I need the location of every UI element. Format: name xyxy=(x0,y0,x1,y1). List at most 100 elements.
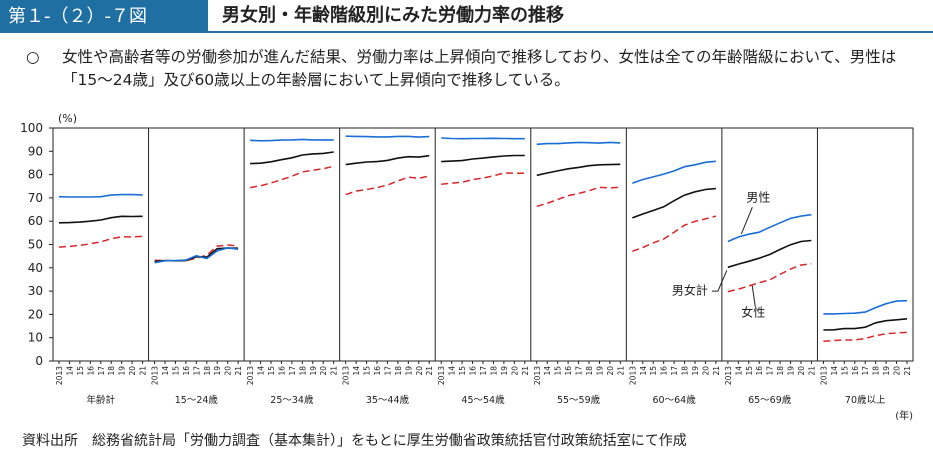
x-tick-label: 20 xyxy=(415,366,424,376)
x-tick-label: 2013 xyxy=(819,366,828,385)
panel-label: 55～59歳 xyxy=(557,394,601,406)
x-tick-label: 15 xyxy=(171,366,180,376)
x-tick-label: 16 xyxy=(277,366,286,376)
y-tick-label: 10 xyxy=(28,331,43,345)
y-unit-label: (%) xyxy=(58,112,77,125)
female-line xyxy=(58,235,143,248)
x-tick-label: 19 xyxy=(404,366,413,376)
x-tick-label: 17 xyxy=(670,366,679,376)
panel-label: 25～34歳 xyxy=(270,394,314,406)
x-tick-label: 14 xyxy=(257,366,266,376)
x-tick-label: 2013 xyxy=(342,366,351,385)
total-line xyxy=(250,151,334,165)
female-annotation: 女性 xyxy=(741,305,765,320)
x-tick-label: 15 xyxy=(267,366,276,376)
total-line xyxy=(345,154,430,166)
figure-number: 第１-（２）-７図 xyxy=(0,0,208,33)
x-tick-label: 19 xyxy=(882,366,891,376)
bullet-circle-icon: ○ xyxy=(26,48,40,66)
total-annotation-leader xyxy=(711,270,728,292)
total-line xyxy=(154,247,239,263)
x-tick-label: 2013 xyxy=(246,366,255,385)
x-tick-label: 21 xyxy=(903,366,912,376)
x-tick-label: 20 xyxy=(510,366,519,376)
summary-paragraph: ○ 女性や高齢者等の労働参加が進んだ結果、労働力率は上昇傾向で推移しており、女性… xyxy=(26,46,921,92)
male-line xyxy=(823,299,908,315)
male-line xyxy=(154,246,239,264)
female-line xyxy=(441,172,525,185)
x-tick-label: 18 xyxy=(585,366,594,376)
x-tick-label: 18 xyxy=(107,366,116,376)
x-tick-label: 21 xyxy=(330,366,339,376)
x-tick-label: 17 xyxy=(288,366,297,376)
x-tick-label: 16 xyxy=(660,366,669,376)
x-tick-label: 2013 xyxy=(151,366,160,385)
female-line xyxy=(536,186,621,208)
female-line xyxy=(823,331,908,342)
panel-label: 年齢計 xyxy=(87,394,116,406)
total-line xyxy=(441,154,525,163)
x-tick-label: 15 xyxy=(458,366,467,376)
x-tick-label: 20 xyxy=(701,366,710,376)
y-tick-label: 70 xyxy=(28,191,43,205)
male-line xyxy=(727,213,812,243)
figure-title: 男女別・年齢階級別にみた労働力率の推移 xyxy=(208,0,933,33)
y-tick-label: 40 xyxy=(28,261,43,275)
male-annotation-leader xyxy=(740,207,753,235)
x-tick-label: 14 xyxy=(352,366,361,376)
y-tick-label: 80 xyxy=(28,168,43,182)
male-line xyxy=(58,193,143,198)
total-line xyxy=(536,163,621,177)
male-annotation: 男性 xyxy=(746,190,770,204)
x-tick-label: 15 xyxy=(840,366,849,376)
x-tick-label: 18 xyxy=(394,366,403,376)
x-tick-label: 16 xyxy=(86,366,95,376)
x-tick-label: 15 xyxy=(554,366,563,376)
x-tick-label: 18 xyxy=(681,366,690,376)
x-tick-label: 17 xyxy=(383,366,392,376)
y-tick-label: 20 xyxy=(28,307,43,321)
female-annotation-leader xyxy=(751,285,756,307)
male-line xyxy=(345,135,430,138)
x-tick-label: 17 xyxy=(575,366,584,376)
x-tick-label: 2013 xyxy=(437,366,446,385)
x-tick-label: 2013 xyxy=(55,366,64,385)
female-line xyxy=(727,263,812,293)
total-line xyxy=(727,239,812,269)
x-tick-label: 20 xyxy=(606,366,615,376)
x-tick-label: 19 xyxy=(691,366,700,376)
x-tick-label: 14 xyxy=(830,366,839,376)
female-line xyxy=(345,175,430,196)
x-tick-label: 15 xyxy=(649,366,658,376)
panel-label: 70歳以上 xyxy=(845,394,886,406)
total-line xyxy=(632,187,716,219)
x-tick-label: 18 xyxy=(776,366,785,376)
total-line xyxy=(823,318,908,331)
summary-text: 女性や高齢者等の労働参加が進んだ結果、労働力率は上昇傾向で推移しており、女性は全… xyxy=(62,48,897,89)
x-tick-label: 16 xyxy=(182,366,191,376)
male-line xyxy=(536,141,621,146)
x-tick-label: 17 xyxy=(766,366,775,376)
x-tick-label: 19 xyxy=(787,366,796,376)
x-tick-label: 21 xyxy=(139,366,148,376)
female-line xyxy=(249,165,334,189)
x-tick-label: 16 xyxy=(755,366,764,376)
x-tick-label: 18 xyxy=(872,366,881,376)
x-tick-label: 15 xyxy=(745,366,754,376)
x-tick-label: 16 xyxy=(469,366,478,376)
y-tick-label: 30 xyxy=(28,284,43,298)
panel-label: 45～54歳 xyxy=(461,394,505,406)
x-tick-label: 21 xyxy=(234,366,243,376)
x-tick-label: 2013 xyxy=(724,366,733,385)
x-tick-label: 19 xyxy=(595,366,604,376)
x-tick-label: 15 xyxy=(363,366,372,376)
panel-label: 35～44歳 xyxy=(366,394,410,406)
x-tick-label: 17 xyxy=(192,366,201,376)
x-tick-label: 2013 xyxy=(533,366,542,385)
x-tick-label: 18 xyxy=(298,366,307,376)
y-tick-label: 90 xyxy=(28,144,43,158)
x-tick-label: 18 xyxy=(203,366,212,376)
plot-frame xyxy=(52,127,914,362)
figure-header: 第１-（２）-７図 男女別・年齢階級別にみた労働力率の推移 xyxy=(0,0,933,33)
x-tick-label: 15 xyxy=(76,366,85,376)
